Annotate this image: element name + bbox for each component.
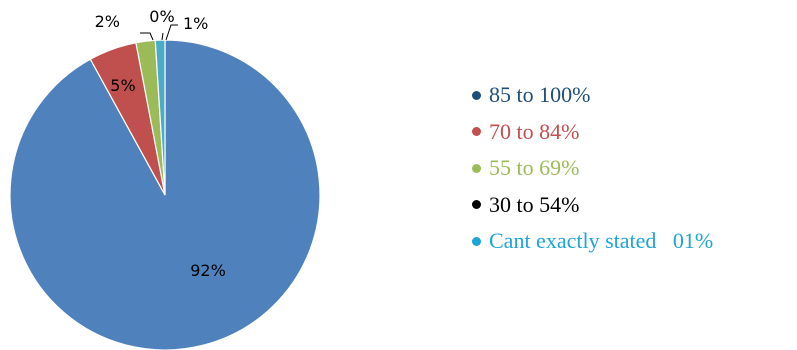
legend-item: Cant exactly stated 01% bbox=[472, 223, 713, 260]
legend-label: 55 to 69% bbox=[489, 155, 580, 181]
leader-lines bbox=[140, 24, 178, 41]
legend-marker bbox=[472, 90, 481, 100]
pie-chart: 92% 5% 2% 0% 1% bbox=[9, 7, 321, 350]
slice-labels: 92% 5% 2% 0% 1% bbox=[95, 7, 226, 280]
legend-marker bbox=[472, 163, 481, 173]
slice-label-5: 5% bbox=[110, 76, 135, 95]
legend-item: 85 to 100% bbox=[472, 77, 713, 114]
legend-marker bbox=[472, 127, 481, 137]
pie-slice-1pct bbox=[154, 39, 166, 196]
legend-label: 85 to 100% bbox=[489, 82, 591, 108]
slice-label-0: 0% bbox=[149, 7, 174, 26]
legend-label: 30 to 54% bbox=[489, 191, 580, 217]
pie-slices bbox=[9, 39, 321, 350]
leader-line-2pct bbox=[140, 32, 154, 41]
leader-line-1pct bbox=[165, 24, 178, 41]
legend-marker bbox=[472, 236, 481, 246]
legend-item: 70 to 84% bbox=[472, 114, 713, 151]
legend-label: Cant exactly stated 01% bbox=[489, 228, 714, 254]
legend: 85 to 100% 70 to 84% 55 to 69% 30 to 54% Can… bbox=[472, 77, 713, 260]
legend-item: 30 to 54% bbox=[472, 187, 713, 224]
legend-item: 55 to 69% bbox=[472, 150, 713, 187]
leader-line-0pct bbox=[161, 32, 164, 41]
legend-label: 70 to 84% bbox=[489, 118, 580, 144]
slice-label-1: 1% bbox=[183, 14, 208, 33]
legend-marker bbox=[472, 200, 481, 210]
slice-label-2: 2% bbox=[95, 12, 120, 31]
slice-label-92: 92% bbox=[190, 261, 226, 280]
